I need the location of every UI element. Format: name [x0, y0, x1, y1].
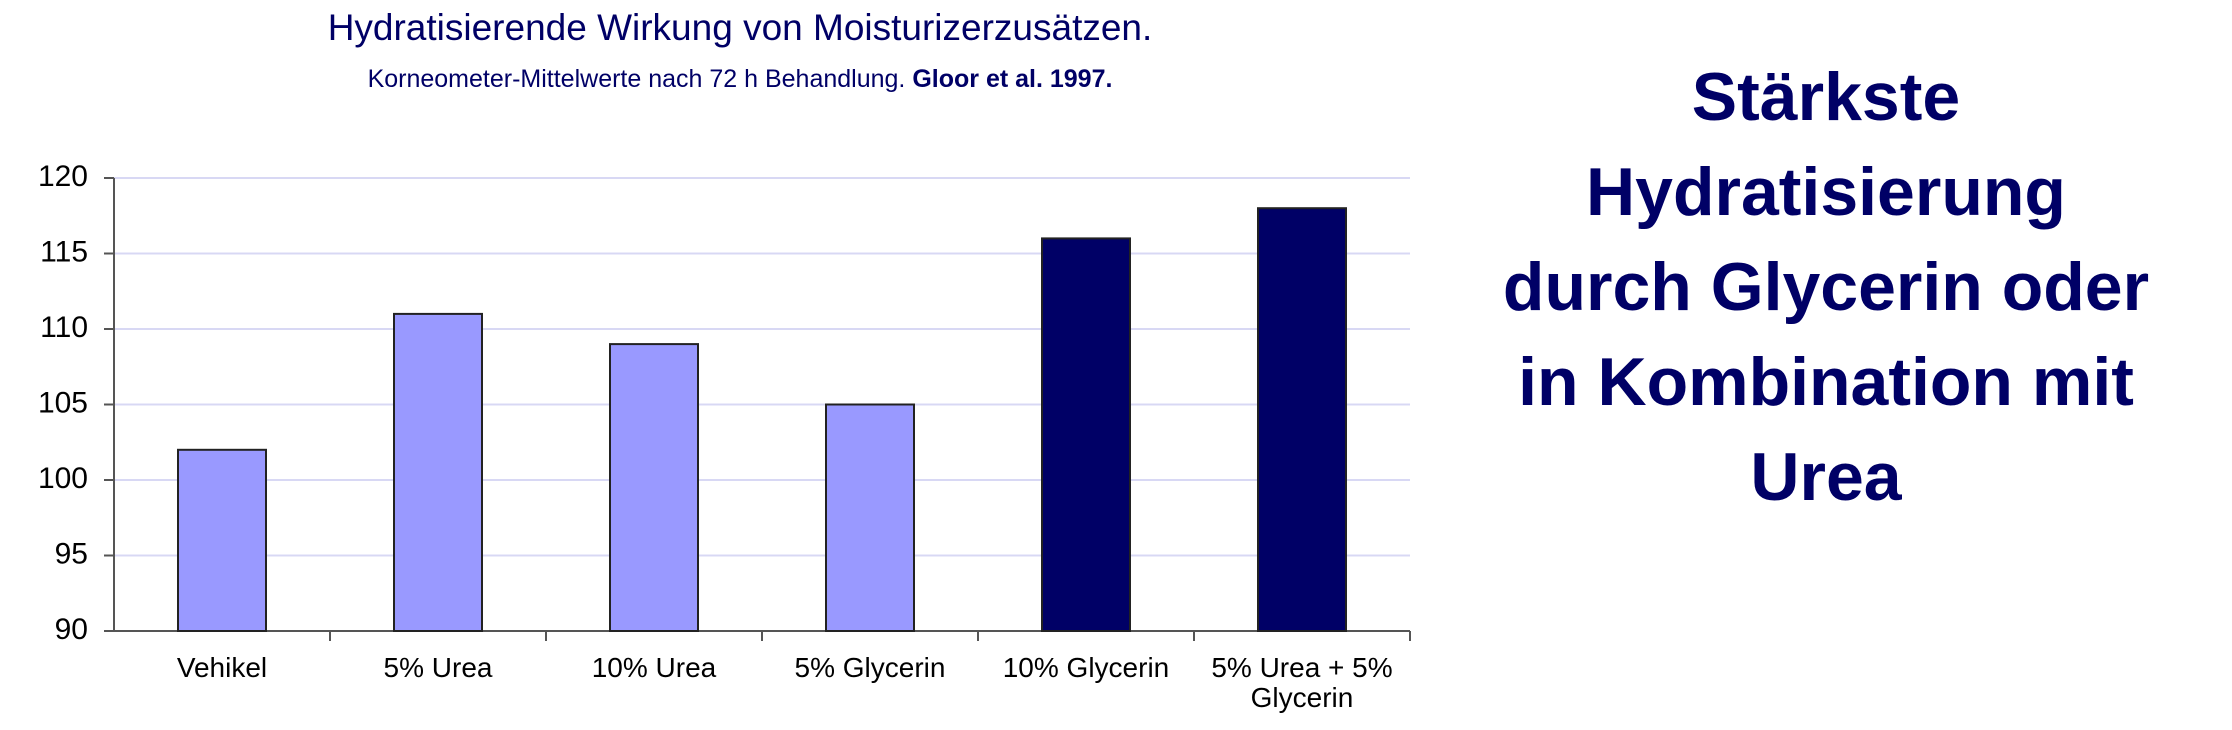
y-tick-label: 105 [38, 386, 88, 419]
x-tick-label: Vehikel [176, 652, 268, 683]
chart-subtitle: Korneometer-Mittelwerte nach 72 h Behand… [368, 65, 1113, 93]
x-tick-label: 10% Glycerin [1002, 652, 1170, 683]
annotation: Stärkste Hydratisierung durch Glycerin ode… [1420, 50, 2232, 525]
bar [177, 448, 267, 632]
x-tick-label: 5% Urea [383, 652, 493, 683]
annotation-line: Hydratisierung [1586, 154, 2066, 230]
x-tick-label: 5% Urea + 5% Glycerin [1211, 652, 1393, 713]
annotation-line: durch Glycerin oder [1502, 249, 2150, 325]
bar [1257, 207, 1347, 632]
x-tick-label: 10% Urea [591, 652, 717, 683]
chart-title: Hydratisierende Wirkung von Moisturizerz… [328, 7, 1153, 48]
annotation-line: Stärkste [1691, 59, 1961, 135]
annotation-line: in Kombination mit [1518, 344, 2134, 420]
subtitle-text: Korneometer-Mittelwerte nach 72 h Behand… [368, 65, 906, 93]
y-tick-label: 110 [40, 311, 88, 344]
y-tick-label: 90 [55, 613, 88, 646]
y-tick-label: 115 [40, 235, 88, 268]
bar [1041, 237, 1131, 632]
x-tick-label: 5% Glycerin [794, 652, 946, 683]
annotation-line: Urea [1750, 439, 1902, 515]
y-tick-label: 95 [55, 537, 88, 570]
y-tick-label: 120 [38, 160, 88, 193]
bar [825, 403, 915, 632]
bar [609, 343, 699, 632]
source: Gloor et al. 1997. [912, 65, 1112, 93]
y-tick-label: 100 [38, 462, 88, 495]
bar [393, 312, 483, 632]
